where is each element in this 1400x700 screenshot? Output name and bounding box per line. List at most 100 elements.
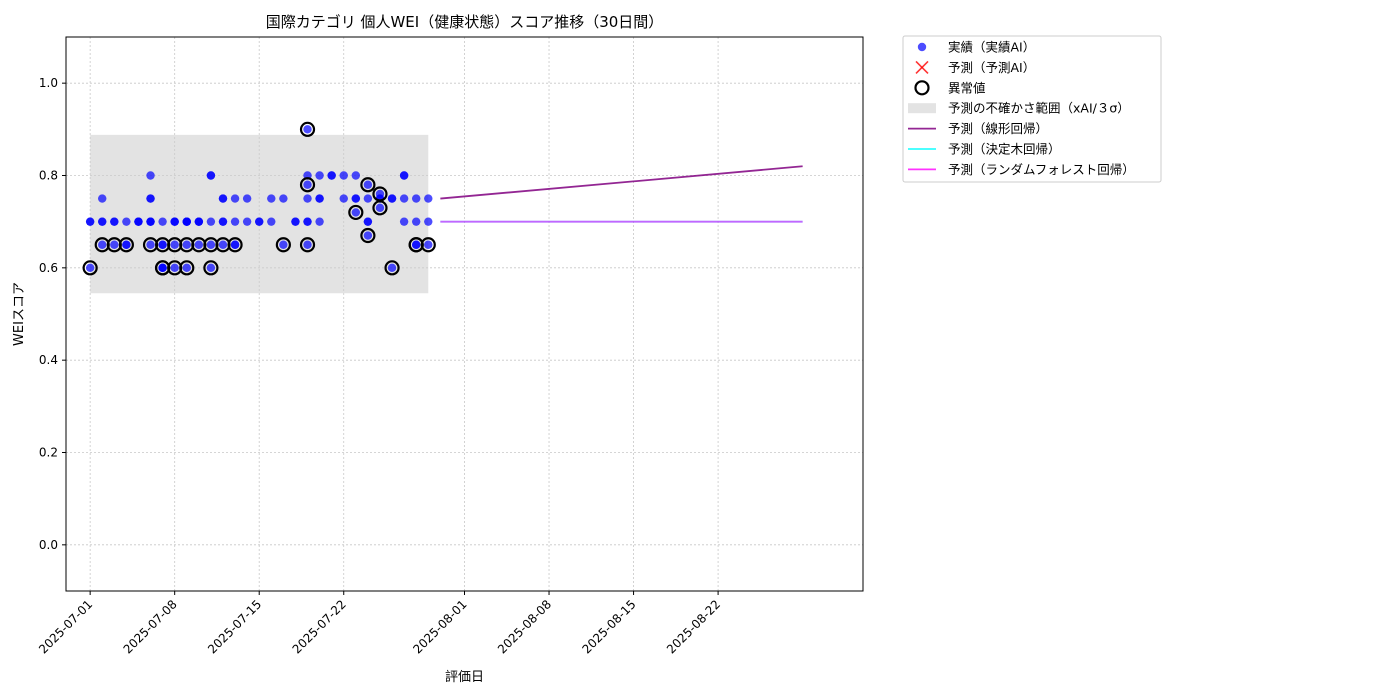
actual-point <box>182 217 191 226</box>
x-tick-label: 2025-08-15 <box>579 597 638 656</box>
y-tick-label: 0.8 <box>39 169 58 183</box>
anomaly-marker <box>118 237 134 253</box>
grid <box>66 37 863 591</box>
legend-marker-anomaly <box>914 80 930 96</box>
x-tick-label: 2025-08-01 <box>410 597 469 656</box>
x-axis-label: 評価日 <box>445 670 484 685</box>
actual-point <box>146 194 155 203</box>
actual-point <box>206 240 216 249</box>
actual-point <box>146 217 155 226</box>
actual-point <box>170 240 179 249</box>
anomaly-marker <box>227 237 243 253</box>
actual-point <box>98 240 107 249</box>
anomaly-marker <box>360 177 376 193</box>
actual-point <box>303 180 312 189</box>
actual-point <box>98 217 107 226</box>
legend-marker-actual <box>917 42 927 52</box>
anomaly-marker <box>384 260 400 276</box>
actual-point <box>158 217 167 226</box>
legend-label: 予測（線形回帰） <box>948 121 1048 136</box>
y-tick-label: 0.6 <box>39 261 58 275</box>
actual-point <box>98 194 107 203</box>
x-tick-label: 2025-07-22 <box>290 597 349 656</box>
anomaly-marker <box>348 204 364 221</box>
legend-label: 異常値 <box>948 80 986 95</box>
actual-point <box>230 217 240 226</box>
y-tick-label: 0.4 <box>39 353 58 367</box>
actual-points <box>85 125 433 273</box>
actual-point <box>267 194 276 203</box>
legend-label: 予測の不確かさ範囲（xAI/３σ） <box>948 101 1130 116</box>
actual-point <box>206 171 216 180</box>
actual-point <box>230 194 240 203</box>
actual-point <box>363 217 373 226</box>
actual-point <box>375 203 385 213</box>
chart-title: 国際カテゴリ 個人WEI（健康状態）スコア推移（30日間） <box>266 13 664 31</box>
actual-point <box>218 240 228 249</box>
y-axis-label: WEIスコア <box>12 282 27 346</box>
actual-point <box>279 240 288 249</box>
actual-point <box>158 263 167 273</box>
actual-point <box>158 240 167 249</box>
actual-point <box>170 263 179 273</box>
actual-point <box>399 194 409 203</box>
x-tick-label: 2025-07-15 <box>205 597 264 656</box>
legend-marker-predicted <box>915 60 929 74</box>
actual-point <box>424 217 433 226</box>
actual-point <box>230 240 240 249</box>
anomaly-marker <box>275 237 291 253</box>
anomaly-marker <box>299 121 316 137</box>
actual-point <box>387 194 397 203</box>
actual-point <box>218 217 228 226</box>
actual-point <box>351 208 361 217</box>
actual-point <box>363 180 373 189</box>
y-tick-label: 0.2 <box>39 446 58 460</box>
actual-point <box>411 217 421 226</box>
actual-point <box>194 240 204 249</box>
prediction-lines <box>440 165 803 223</box>
actual-point <box>85 263 95 273</box>
actual-point <box>110 240 119 249</box>
actual-point <box>399 217 409 226</box>
actual-point <box>182 240 191 249</box>
actual-point <box>303 240 312 249</box>
actual-point <box>194 217 204 226</box>
x-tick-label: 2025-08-08 <box>495 597 554 656</box>
y-tick-label: 1.0 <box>39 76 58 90</box>
anomaly-marker <box>179 260 195 276</box>
anomaly-marker <box>299 237 316 253</box>
actual-point <box>122 217 131 226</box>
actual-point <box>182 263 191 273</box>
anomaly-marker <box>360 227 376 244</box>
actual-point <box>267 217 276 226</box>
actual-point <box>424 194 433 203</box>
actual-point <box>146 240 155 249</box>
actual-point <box>242 194 252 203</box>
x-tick-label: 2025-08-22 <box>664 597 723 656</box>
actual-point <box>242 217 252 226</box>
anomaly-marker <box>372 186 388 202</box>
actual-point <box>411 240 421 249</box>
actual-point <box>146 171 155 180</box>
prediction-line <box>440 165 803 200</box>
y-tick-label: 0.0 <box>39 538 58 552</box>
actual-point <box>387 263 397 273</box>
legend-box <box>902 35 1162 183</box>
actual-point <box>411 194 421 203</box>
actual-point <box>424 240 433 249</box>
actual-point <box>315 194 324 203</box>
uncertainty-band-area <box>90 134 429 294</box>
uncertainty-band <box>90 134 429 294</box>
actual-point <box>339 194 348 203</box>
actual-point <box>255 217 264 226</box>
anomaly-marker <box>420 237 436 253</box>
actual-point <box>85 217 95 226</box>
x-tick-label: 2025-07-01 <box>36 597 95 656</box>
actual-point <box>327 171 336 180</box>
actual-point <box>122 240 131 249</box>
anomaly-marker <box>82 260 98 276</box>
actual-point <box>351 171 361 180</box>
anomaly-marker <box>203 260 219 276</box>
